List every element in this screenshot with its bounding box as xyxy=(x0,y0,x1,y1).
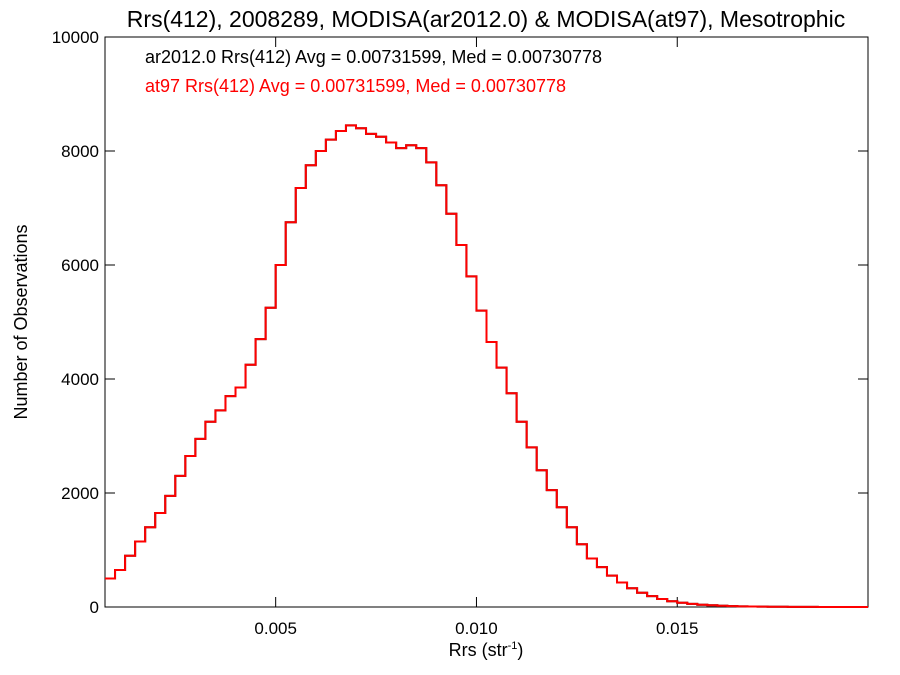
y-axis: 0 2000 4000 6000 8000 10000 xyxy=(52,28,868,617)
plot-frame xyxy=(104,36,869,608)
annotation-at97: at97 Rrs(412) Avg = 0.00731599, Med = 0.… xyxy=(145,76,566,96)
x-tick-label: 0.010 xyxy=(455,619,498,638)
y-tick-label: 6000 xyxy=(61,256,99,275)
series-line-at97 xyxy=(105,124,868,608)
y-tick-label: 2000 xyxy=(61,484,99,503)
x-axis-label-main: Rrs (str xyxy=(449,640,508,660)
x-axis: 0.005 0.010 0.015 xyxy=(254,37,699,638)
x-axis-label: Rrs (str-1) xyxy=(449,640,524,660)
series-layer xyxy=(105,124,868,608)
y-axis-label: Number of Observations xyxy=(11,224,31,419)
series-line-ar2012.0 xyxy=(105,124,868,608)
x-tick-label: 0.015 xyxy=(656,619,699,638)
chart-title: Rrs(412), 2008289, MODISA(ar2012.0) & MO… xyxy=(127,6,845,32)
x-tick-label: 0.005 xyxy=(254,619,297,638)
y-tick-label: 8000 xyxy=(61,142,99,161)
annotation-ar2012: ar2012.0 Rrs(412) Avg = 0.00731599, Med … xyxy=(145,47,602,67)
x-axis-label-superscript: -1 xyxy=(508,640,518,652)
y-tick-label: 10000 xyxy=(52,28,99,47)
x-axis-label-tail: ) xyxy=(517,640,523,660)
y-tick-label: 4000 xyxy=(61,370,99,389)
y-tick-label: 0 xyxy=(90,598,99,617)
